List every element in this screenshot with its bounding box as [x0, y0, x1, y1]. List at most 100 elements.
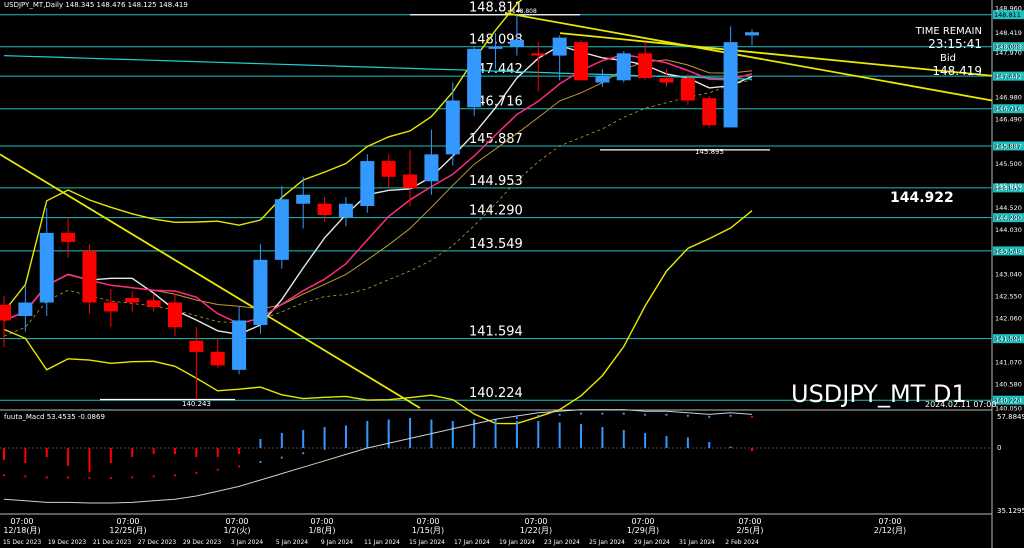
- candle-body: [360, 161, 375, 206]
- x-date-label: 31 Jan 2024: [679, 539, 715, 546]
- macd-dot: [665, 413, 668, 416]
- bollinger-upper-line: [3, 0, 523, 312]
- macd-dot: [195, 471, 198, 475]
- y-tick-label: 148.960: [995, 5, 1022, 13]
- x-date-label: 3 Jan 2024: [231, 539, 263, 546]
- candle-body: [82, 250, 97, 303]
- candle-body: [595, 75, 610, 83]
- candle-body: [232, 320, 247, 370]
- macd-dot: [750, 415, 754, 418]
- macd-dot: [430, 429, 433, 432]
- macd-scale-bottom: 35.1295: [997, 507, 1024, 515]
- x-date-label: 15 Jan 2024: [409, 539, 445, 546]
- price-level-tag: [993, 334, 1024, 344]
- y-tick-label: 140.580: [995, 381, 1022, 389]
- y-tick-label: 146.980: [995, 93, 1022, 101]
- x-tick-time: 07:00: [878, 517, 901, 526]
- candle-body: [552, 37, 567, 56]
- x-date-label: 5 Jan 2024: [276, 539, 308, 546]
- candle-body: [125, 298, 140, 303]
- price-level-tag-text: 144.290: [994, 214, 1021, 222]
- price-level-label: 141.594: [469, 325, 523, 340]
- macd-label: fuuta_Macd 53.4535 -0.0869: [4, 413, 105, 421]
- y-tick-label: 145.887: [995, 142, 1022, 150]
- candle-body: [18, 302, 33, 316]
- x-tick-date: 1/15(月): [412, 526, 444, 535]
- price-level-label: 146.716: [469, 95, 523, 110]
- candle-body: [189, 340, 204, 352]
- x-date-label: 11 Jan 2024: [364, 539, 400, 546]
- candle-body: [616, 53, 631, 81]
- x-tick-date: 12/18(月): [3, 526, 40, 535]
- ma-mid-line: [3, 53, 753, 325]
- macd-dot: [387, 435, 390, 438]
- timestamp-label: 2024.02.11 07:00: [925, 400, 996, 409]
- candle-body: [210, 351, 225, 366]
- mid-ref-label: 145.895: [695, 148, 724, 156]
- x-tick-date: 1/8(月): [308, 526, 335, 535]
- y-tick-label: 140.050: [995, 405, 1022, 413]
- x-tick-date: 12/25(月): [109, 526, 146, 535]
- price-level-tag: [993, 213, 1024, 223]
- macd-signal-line: [3, 409, 753, 504]
- x-date-label: 15 Dec 2023: [3, 539, 42, 546]
- y-tick-label: 142.550: [995, 292, 1022, 300]
- y-tick-label: 148.419: [995, 29, 1022, 37]
- price-level-tag: [993, 183, 1024, 193]
- macd-dot: [686, 414, 689, 417]
- x-tick-date: 1/29(月): [627, 526, 659, 535]
- candle-body: [39, 232, 54, 303]
- candle-body: [317, 203, 332, 215]
- macd-dot: [259, 460, 262, 464]
- y-tick-label: 147.442: [995, 73, 1022, 81]
- price-level-tag-text: 144.953: [994, 184, 1021, 192]
- y-tick-label: 141.594: [995, 335, 1022, 343]
- candle-body: [61, 232, 76, 242]
- price-level-tag-text: 140.224: [994, 397, 1021, 405]
- macd-dot: [537, 414, 540, 417]
- candle-body: [381, 161, 396, 177]
- y-tick-label: 144.030: [995, 226, 1022, 234]
- y-tick-label: 145.010: [995, 182, 1022, 190]
- y-tick-label: 147.970: [995, 49, 1022, 57]
- macd-dot: [2, 474, 6, 477]
- macd-dot: [280, 456, 283, 459]
- x-tick-time: 07:00: [738, 517, 761, 526]
- macd-dot: [302, 452, 305, 455]
- price-level-label: 145.887: [469, 132, 523, 147]
- price-level-label: 144.953: [469, 174, 523, 189]
- y-tick-label: 144.520: [995, 204, 1022, 212]
- macd-dot: [515, 416, 519, 420]
- trendline-resistance-2: [559, 32, 993, 77]
- candle-body: [467, 48, 482, 108]
- macd-dot: [237, 465, 241, 468]
- candle-body: [745, 32, 759, 36]
- macd-dot: [708, 415, 711, 418]
- macd-dot: [579, 412, 583, 415]
- macd-dot: [152, 475, 155, 478]
- macd-dot: [131, 476, 134, 479]
- x-tick-time: 07:00: [631, 517, 654, 526]
- macd-dot: [344, 443, 348, 446]
- y-tick-label: 144.953: [995, 184, 1022, 192]
- bid-label: Bid: [940, 53, 956, 64]
- candle-body: [574, 42, 589, 81]
- trendline-resistance: [504, 12, 993, 102]
- x-date-label: 19 Jan 2024: [499, 539, 535, 546]
- candle-body: [531, 53, 546, 56]
- macd-dot: [451, 425, 454, 428]
- x-tick-date: 1/2(火): [223, 526, 250, 535]
- candle-body: [103, 302, 118, 312]
- macd-dot: [45, 476, 48, 479]
- candle-body: [338, 203, 353, 218]
- macd-dot: [24, 475, 27, 478]
- price-level-tag-text: 143.549: [994, 247, 1021, 255]
- price-level-tag-text: 148.811: [994, 11, 1021, 19]
- macd-dot: [644, 413, 647, 416]
- price-level-label: 143.549: [469, 237, 523, 252]
- x-date-label: 29 Dec 2023: [183, 539, 222, 546]
- y-tick-label: 146.490: [995, 115, 1022, 123]
- price-level-tag-text: 145.887: [994, 142, 1021, 150]
